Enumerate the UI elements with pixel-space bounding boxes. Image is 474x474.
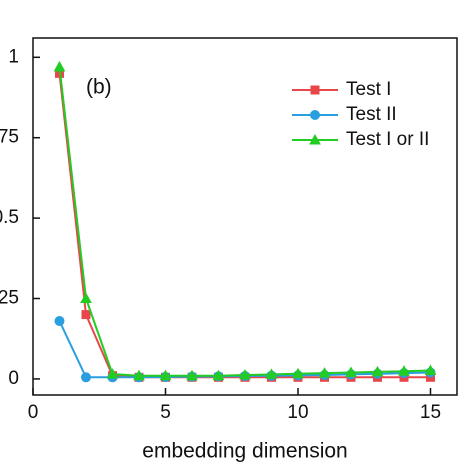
marker: [81, 310, 91, 320]
marker: [53, 60, 66, 72]
annotation: (b): [86, 76, 112, 99]
marker: [398, 365, 410, 376]
y-tick-label: 0.25: [0, 288, 19, 309]
marker: [212, 369, 225, 381]
marker: [239, 369, 251, 380]
legend-label: Test I or II: [346, 129, 429, 150]
y-tick-label: 1: [8, 46, 19, 67]
x-tick-label: 0: [28, 402, 39, 423]
plot-frame: [32, 37, 458, 396]
legend-marker: [310, 85, 320, 95]
marker: [81, 372, 91, 383]
x-tick-label: 5: [160, 402, 171, 423]
series-line: [58, 320, 431, 379]
legend-label: Test I: [346, 79, 391, 100]
x-tick-label: 15: [420, 402, 441, 423]
marker: [186, 369, 198, 381]
x-tick-label: 10: [287, 402, 308, 423]
marker: [133, 369, 145, 381]
y-tick-label: 0: [8, 368, 19, 389]
marker: [424, 364, 437, 376]
marker: [345, 366, 357, 377]
legend-label: Test II: [346, 104, 397, 125]
marker: [159, 369, 172, 381]
marker: [80, 292, 92, 304]
legend-marker: [310, 110, 320, 120]
marker: [54, 316, 65, 327]
x-axis-label: embedding dimension: [142, 440, 347, 463]
y-tick-label: 0.75: [0, 127, 19, 148]
marker: [292, 367, 304, 379]
marker: [371, 365, 384, 377]
y-tick-label: 0.5: [0, 207, 19, 228]
legend-marker: [309, 133, 321, 145]
marker: [106, 368, 119, 379]
marker: [265, 368, 278, 379]
marker: [318, 367, 331, 378]
